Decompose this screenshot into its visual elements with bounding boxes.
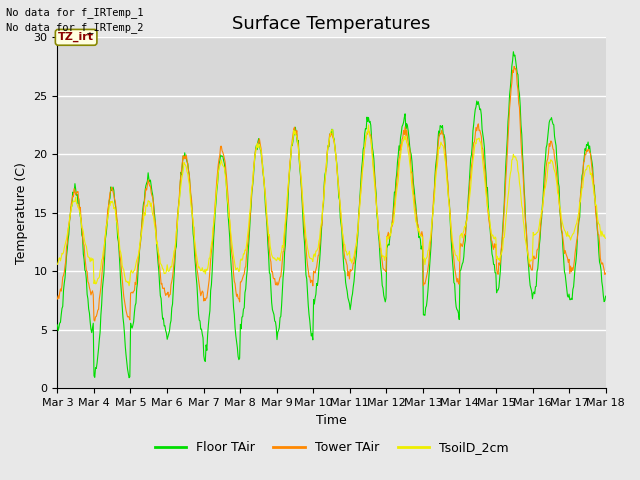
Text: No data for f_IRTemp_1: No data for f_IRTemp_1 [6, 7, 144, 18]
Legend: Floor TAir, Tower TAir, TsoilD_2cm: Floor TAir, Tower TAir, TsoilD_2cm [150, 436, 513, 459]
Y-axis label: Temperature (C): Temperature (C) [15, 162, 28, 264]
Text: TZ_irt: TZ_irt [58, 32, 94, 42]
Text: No data for f_IRTemp_2: No data for f_IRTemp_2 [6, 22, 144, 33]
X-axis label: Time: Time [316, 414, 347, 427]
Title: Surface Temperatures: Surface Temperatures [232, 15, 431, 33]
